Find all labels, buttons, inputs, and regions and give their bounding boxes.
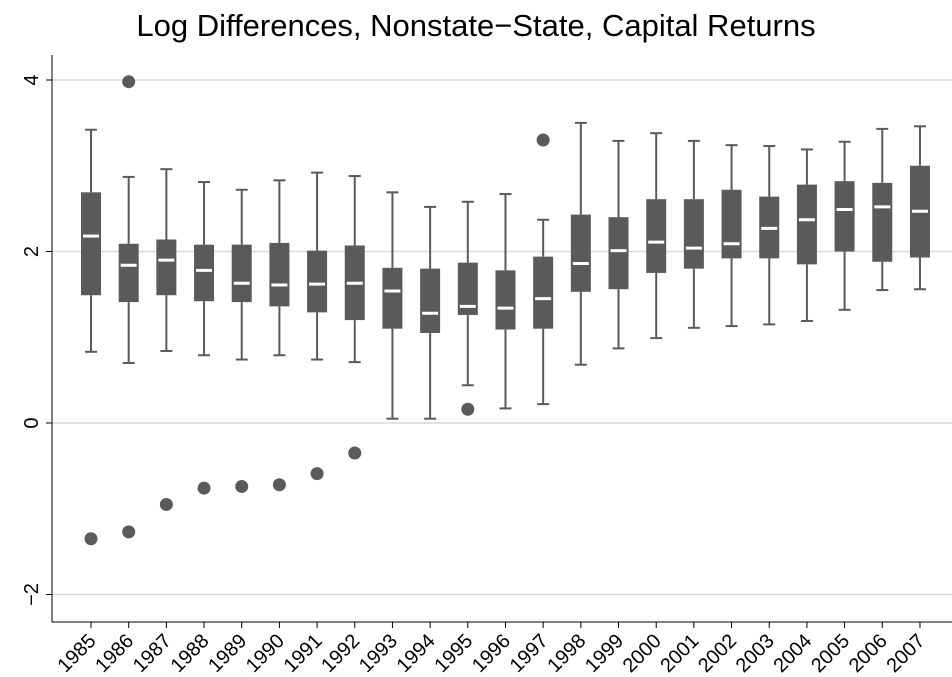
box-1997 <box>533 133 554 406</box>
box-iqr <box>721 189 742 259</box>
x-tick-label: 1992 <box>317 630 364 677</box>
x-tick-label: 1995 <box>430 630 477 677</box>
box-iqr <box>118 243 139 303</box>
box-iqr <box>81 192 101 296</box>
outlier-point <box>122 75 136 89</box>
box-2000 <box>646 132 667 340</box>
outlier-point <box>310 467 324 481</box>
box-iqr <box>231 244 252 303</box>
box-iqr <box>796 184 817 265</box>
box-iqr <box>457 262 478 315</box>
boxes <box>81 75 930 546</box>
box-iqr <box>420 268 441 333</box>
outlier-point <box>197 481 211 495</box>
x-tick-label: 2001 <box>656 630 703 677</box>
outlier-point <box>159 497 173 511</box>
box-iqr <box>156 239 177 296</box>
x-tick-label: 1990 <box>242 630 289 677</box>
box-1994 <box>420 205 441 420</box>
y-tick-label: 2 <box>21 246 43 257</box>
box-1998 <box>570 121 591 366</box>
box-2007 <box>909 125 930 291</box>
box-2001 <box>683 139 704 329</box>
x-tick-label: 2004 <box>769 630 816 677</box>
x-tick-label: 1996 <box>468 630 515 677</box>
x-tick-label: 1993 <box>355 630 402 677</box>
box-iqr <box>608 217 629 290</box>
x-tick-label: 2003 <box>732 630 779 677</box>
x-tick-label: 1998 <box>543 630 590 677</box>
x-tick-label: 1991 <box>280 630 327 677</box>
x-tick-label: 2006 <box>845 630 892 677</box>
outlier-point <box>536 133 550 147</box>
x-tick-label: 1994 <box>393 630 440 677</box>
box-iqr <box>307 250 328 313</box>
outlier-point <box>348 446 362 460</box>
box-iqr <box>269 242 290 307</box>
y-tick-label: −2 <box>21 583 43 606</box>
gridlines <box>52 79 952 596</box>
x-tick-label: 1987 <box>129 630 176 677</box>
box-1988 <box>194 181 215 495</box>
x-tick-label: 1989 <box>204 630 251 677</box>
y-tick-label: 0 <box>21 417 43 428</box>
x-tick-label: 1985 <box>54 630 101 677</box>
box-1989 <box>231 188 252 493</box>
box-iqr <box>872 182 893 262</box>
x-tick-label: 2002 <box>694 630 741 677</box>
x-tick-label: 2005 <box>807 630 854 677</box>
box-2004 <box>796 148 817 322</box>
x-tick-label: 1997 <box>506 630 553 677</box>
box-iqr <box>570 214 591 292</box>
outlier-point <box>461 402 475 416</box>
box-iqr <box>533 256 554 329</box>
y-tick-label: 4 <box>21 74 43 85</box>
box-iqr <box>834 181 855 252</box>
box-1995 <box>457 200 478 416</box>
box-1985 <box>81 128 101 546</box>
box-2002 <box>721 144 742 328</box>
outlier-point <box>272 478 286 492</box>
box-1987 <box>156 168 177 511</box>
box-iqr <box>683 199 704 269</box>
box-iqr <box>646 199 667 273</box>
outlier-point <box>235 479 249 493</box>
chart-title: Log Differences, Nonstate−State, Capital… <box>136 8 816 43</box>
box-1996 <box>495 193 516 410</box>
box-iqr <box>194 244 215 302</box>
box-2003 <box>759 145 780 326</box>
box-1990 <box>269 179 290 492</box>
outlier-point <box>122 525 136 539</box>
axes: 4 2 0 −2 <box>21 55 952 628</box>
outlier-point <box>84 532 98 546</box>
box-1991 <box>307 171 328 481</box>
box-1999 <box>608 139 629 350</box>
x-tick-label: 1999 <box>581 630 628 677</box>
box-iqr <box>495 270 516 330</box>
box-1986 <box>118 75 139 539</box>
x-tick-label: 1988 <box>167 630 214 677</box>
box-1992 <box>344 175 365 460</box>
box-2005 <box>834 140 855 311</box>
x-tick-labels: 1985198619871988198919901991199219931994… <box>54 630 930 677</box>
box-iqr <box>382 267 403 329</box>
box-1993 <box>382 191 403 420</box>
x-tick-label: 2000 <box>619 630 666 677</box>
x-tick-label: 1986 <box>91 630 138 677</box>
x-tick-label: 2007 <box>882 630 929 677</box>
box-2006 <box>872 127 893 292</box>
